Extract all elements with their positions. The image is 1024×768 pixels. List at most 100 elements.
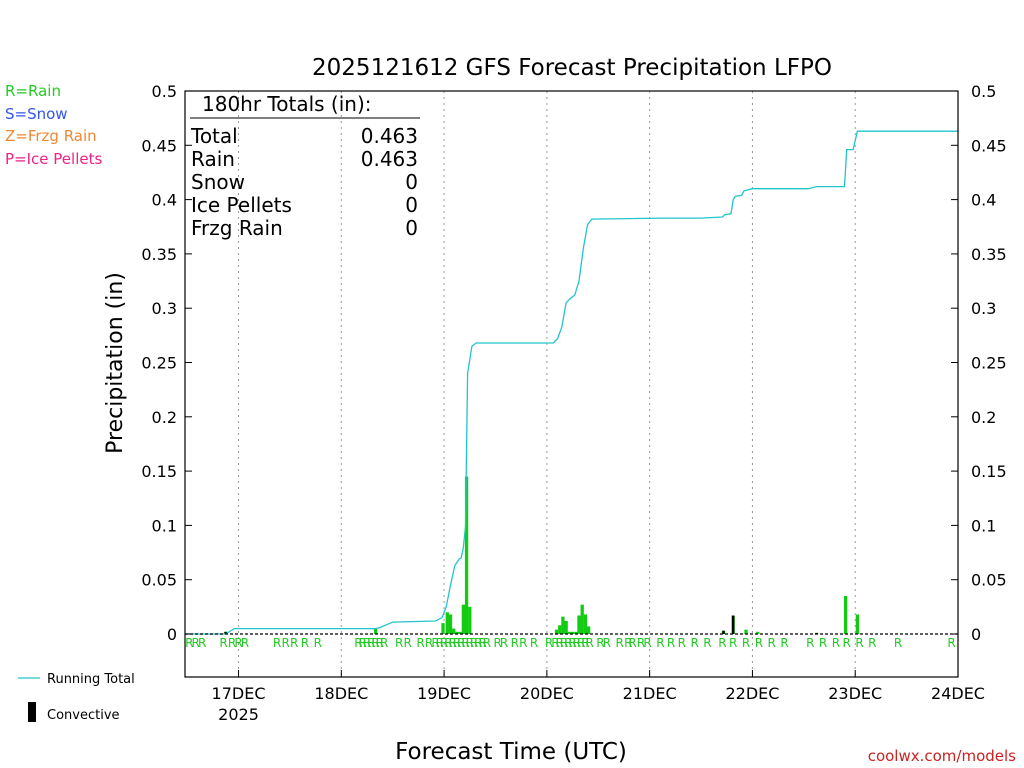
x-tick-label: 23DEC (828, 684, 882, 703)
convective-legend-swatch (28, 702, 36, 722)
x-tick-label: 18DEC (314, 684, 368, 703)
precip-bar (455, 631, 459, 634)
y-tick-label-left: 0.45 (141, 136, 177, 155)
y-tick-label-left: 0 (167, 625, 177, 644)
precip-bar (580, 604, 584, 634)
legend-rain: R=Rain (5, 82, 61, 100)
x-tick-label: 19DEC (417, 684, 471, 703)
rain-marker: R (842, 636, 850, 650)
rain-marker: R (868, 636, 876, 650)
rain-marker: R (444, 636, 452, 650)
rain-marker: R (453, 636, 461, 650)
rain-marker: R (556, 636, 564, 650)
y-tick-label-right: 0 (971, 625, 981, 644)
rain-marker: R (947, 636, 955, 650)
y-tick-label-right: 0.4 (971, 191, 996, 210)
rain-marker: R (431, 636, 439, 650)
rain-marker: R (678, 636, 686, 650)
y-tick-label-right: 0.1 (971, 516, 996, 535)
rain-marker: R (643, 636, 651, 650)
rain-marker: R (511, 636, 519, 650)
totals-total-value: 0.463 (361, 124, 418, 148)
convective-legend-label: Convective (47, 708, 120, 723)
precip-bar (567, 631, 572, 634)
rain-marker: R (581, 636, 589, 650)
rain-marker: R (729, 636, 737, 650)
y-tick-label-left: 0.25 (141, 354, 177, 373)
y-tick-label-right: 0.3 (971, 299, 996, 318)
y-tick-label-right: 0.5 (971, 82, 996, 101)
rain-marker: R (219, 636, 227, 650)
rain-marker: R (519, 636, 527, 650)
y-tick-label-left: 0.1 (152, 516, 177, 535)
precip-bar (564, 620, 568, 634)
rain-marker: R (470, 636, 478, 650)
totals-rain-label: Rain (191, 147, 235, 171)
rain-marker: R (425, 636, 433, 650)
y-axis-label: Precipitation (in) (103, 272, 128, 454)
precip-bar (445, 612, 449, 634)
y-tick-label-right: 0.35 (971, 245, 1007, 264)
totals-snow-label: Snow (191, 170, 245, 194)
grid-lines (238, 91, 856, 677)
rain-marker: R (376, 636, 384, 650)
precip-bar (554, 629, 559, 634)
rain-marker: R (359, 636, 367, 650)
rain-marker: R (564, 636, 572, 650)
totals-ice-pellets-label: Ice Pellets (191, 193, 292, 217)
rain-marker: R (363, 636, 371, 650)
totals-header: 180hr Totals (in): (202, 92, 372, 116)
rain-marker: R (457, 636, 465, 650)
rain-marker: R (768, 636, 776, 650)
totals-total-label: Total (190, 124, 238, 148)
precip-bar (441, 623, 445, 634)
rain-marker: R (380, 636, 388, 650)
precip-bar (464, 476, 469, 634)
convective-bar (722, 630, 725, 634)
rain-marker: R (551, 636, 559, 650)
precip-bars (224, 476, 860, 634)
rain-marker: R (192, 636, 200, 650)
x-tick-label: 22DEC (725, 684, 779, 703)
running-total-path (185, 130, 958, 635)
legend-snow: S=Snow (5, 105, 68, 123)
rain-marker: R (624, 636, 632, 650)
watermark: coolwx.com/models (868, 747, 1016, 765)
rain-marker: R (404, 636, 412, 650)
rain-marker: R (656, 636, 664, 650)
chart-title: 2025121612 GFS Forecast Precipitation LF… (312, 55, 832, 81)
x-tick-year-label: 2025 (218, 705, 259, 724)
y-tick-label-right: 0.2 (971, 408, 996, 427)
rain-marker: R (577, 636, 585, 650)
x-tick-label: 20DEC (520, 684, 574, 703)
precip-bar (461, 604, 466, 634)
rain-marker: R (742, 636, 750, 650)
rain-marker: R (241, 636, 249, 650)
x-axis-label: Forecast Time (UTC) (395, 739, 627, 765)
rain-marker: R (466, 636, 474, 650)
rain-marker: R (568, 636, 576, 650)
rain-marker: R (603, 636, 611, 650)
y-tick-label-right: 0.25 (971, 354, 1007, 373)
rain-marker: R (560, 636, 568, 650)
axes: 0 00.05 0.050.1 0.10.15 0.150.2 0.20.25 0.250.… (141, 82, 1006, 724)
precip-bar (570, 631, 575, 634)
x-tick-label: 24DEC (931, 684, 985, 703)
rain-marker: R (616, 636, 624, 650)
rain-marker: R (832, 636, 840, 650)
precip-bar (452, 628, 456, 634)
rain-marker: R (819, 636, 827, 650)
precip-bar (756, 631, 760, 634)
running-total-line (185, 130, 958, 635)
totals-frzg-rain-value: 0 (405, 216, 418, 240)
precip-bar (843, 595, 848, 634)
rain-marker: R (281, 636, 289, 650)
y-tick-label-left: 0.4 (152, 191, 177, 210)
totals-snow-value: 0 (405, 170, 418, 194)
totals-rain-value: 0.463 (361, 147, 418, 171)
rain-marker: R (416, 636, 424, 650)
y-tick-label-left: 0.3 (152, 299, 177, 318)
rain-marker: R (483, 636, 491, 650)
